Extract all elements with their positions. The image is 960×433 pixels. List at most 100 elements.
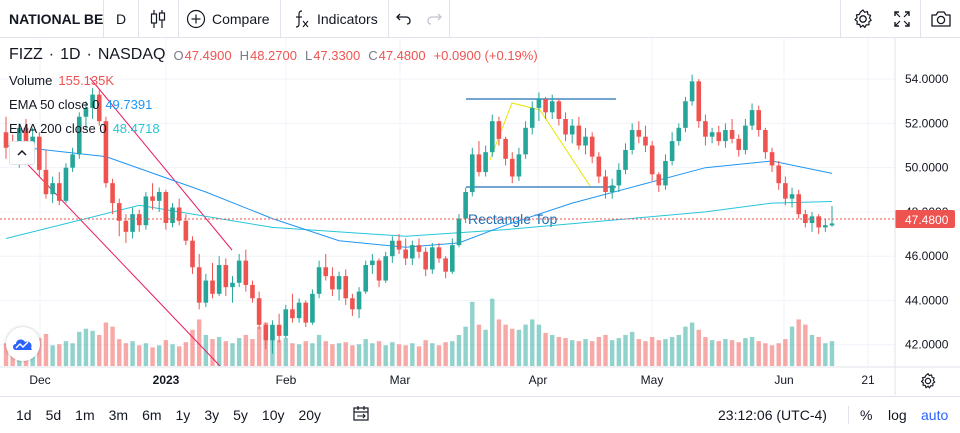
time-tick-label: May: [641, 373, 664, 387]
volume-bar: [157, 345, 162, 366]
candle-body: [743, 125, 748, 150]
price-tick-label: 54.0000: [905, 72, 949, 86]
volume-bar: [456, 334, 462, 366]
range-6m[interactable]: 6m: [142, 407, 162, 423]
tradingview-logo[interactable]: [6, 327, 40, 361]
legend-collapse-button[interactable]: [9, 141, 35, 165]
candle-body: [170, 207, 175, 223]
range-1y[interactable]: 1y: [175, 407, 191, 423]
range-1d[interactable]: 1d: [16, 407, 32, 423]
volume-bar: [276, 340, 282, 366]
candle-body: [323, 267, 329, 277]
separator: [848, 406, 849, 424]
legend-symbol: FIZZ: [9, 46, 43, 63]
legend-open: 47.4900: [184, 47, 232, 63]
volume-bar: [663, 339, 668, 366]
candle-body: [450, 245, 455, 272]
volume-bar: [689, 322, 695, 366]
resolution-button[interactable]: D: [104, 0, 139, 38]
price-tick-label: 50.0000: [905, 161, 949, 175]
candle-body: [396, 240, 402, 250]
candle-body: [403, 249, 408, 259]
candle-body: [729, 130, 735, 139]
legend-volume-row[interactable]: Volume 155.135K: [9, 68, 538, 92]
fullscreen-button[interactable]: [884, 0, 920, 38]
candle-body: [303, 302, 309, 323]
candle-body: [383, 256, 388, 281]
chart-type-button[interactable]: [138, 0, 179, 38]
range-3m[interactable]: 3m: [108, 407, 129, 423]
candle-body: [543, 99, 548, 113]
volume-bar: [143, 343, 149, 366]
volume-bar: [669, 337, 675, 366]
volume-bar: [490, 298, 495, 366]
range-3y[interactable]: 3y: [204, 407, 220, 423]
fullscreen-icon: [894, 11, 910, 27]
clock-timezone[interactable]: 23:12:06 (UTC-4): [718, 407, 827, 423]
range-1m[interactable]: 1m: [75, 407, 95, 423]
legend-close-label: C: [368, 47, 378, 63]
legend-interval: 1D: [60, 46, 81, 63]
price-chart[interactable]: Rectangle Top 54.000052.000050.000048.00…: [0, 0, 960, 395]
volume-bar: [37, 338, 42, 366]
volume-bar: [749, 337, 755, 366]
candle-body: [416, 245, 422, 252]
volume-bar: [316, 334, 322, 366]
symbol-search-button[interactable]: NATIONAL BEVERAGE: [0, 0, 104, 38]
time-tick-label: Dec: [29, 373, 50, 387]
function-icon: [295, 10, 309, 28]
volume-bar: [3, 343, 9, 366]
candle-body: [243, 260, 249, 285]
volume-bar: [350, 345, 355, 366]
candle-body: [37, 136, 42, 170]
candle-body: [776, 165, 782, 184]
candle-body: [503, 138, 508, 159]
range-5y[interactable]: 5y: [233, 407, 248, 423]
candlestick-series: [3, 74, 835, 354]
volume-bar: [423, 340, 428, 366]
volume-bar: [303, 341, 308, 366]
candle-body: [263, 324, 269, 341]
range-20y[interactable]: 20y: [298, 407, 322, 423]
volume-bar: [709, 340, 715, 366]
volume-bar: [450, 341, 455, 366]
candle-body: [56, 183, 62, 201]
last-price-badge: [895, 210, 955, 228]
candle-body: [370, 260, 375, 266]
volume-bar: [323, 341, 328, 366]
volume-bar: [743, 338, 748, 366]
candle-body: [589, 136, 595, 157]
volume-bar: [296, 344, 302, 366]
log-toggle[interactable]: log: [888, 407, 907, 423]
volume-bar: [430, 343, 435, 366]
candle-body: [110, 183, 115, 204]
snapshot-button[interactable]: [920, 0, 960, 38]
candle-body: [390, 240, 395, 257]
price-tick-label: 42.0000: [905, 338, 949, 352]
undo-icon[interactable]: [395, 12, 413, 26]
settings-button[interactable]: [840, 0, 885, 38]
candle-body: [356, 291, 362, 310]
redo-icon[interactable]: [425, 12, 443, 26]
legend-ema50-row[interactable]: EMA 50 close 0 49.7391: [9, 92, 538, 116]
volume-bar: [829, 341, 835, 366]
volume-bar: [90, 330, 95, 366]
volume-bar: [789, 326, 795, 366]
indicators-button[interactable]: Indicators: [281, 0, 389, 38]
candle-body: [823, 225, 828, 228]
calendar-icon[interactable]: [352, 405, 370, 423]
legend-ema200-row[interactable]: EMA 200 close 0 48.4718: [9, 116, 538, 140]
auto-toggle[interactable]: auto: [921, 407, 949, 423]
compare-button[interactable]: Compare: [178, 0, 281, 38]
percent-toggle[interactable]: %: [860, 407, 873, 423]
range-10y[interactable]: 10y: [261, 407, 285, 423]
range-5d[interactable]: 5d: [45, 407, 62, 423]
axis-settings-icon[interactable]: [919, 372, 937, 390]
candle-body: [163, 192, 169, 223]
ema200-path: [5, 201, 833, 239]
volume-bar: [256, 326, 262, 366]
candle-body: [70, 154, 75, 168]
bottom-toolbar: 1d 5d 1m 3m 6m 1y 3y 5y 10y 20y 23:12:06 (UTC-4) …: [0, 396, 960, 433]
legend-low: 47.3300: [313, 47, 361, 63]
volume-bar: [43, 333, 49, 366]
